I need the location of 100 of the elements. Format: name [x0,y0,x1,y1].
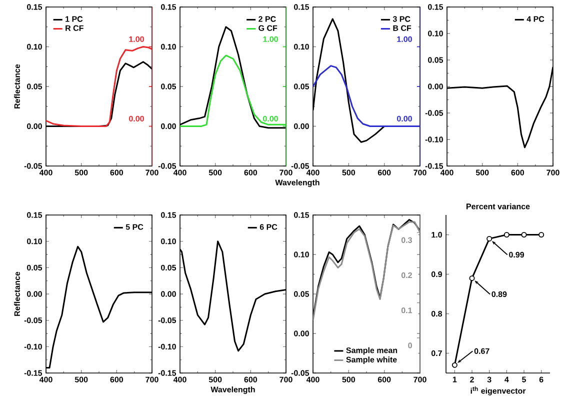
y-tick-label: 0.05 [161,264,176,270]
y-tick-label: 0.15 [161,212,176,218]
y-tick-label: -0.05 [24,318,42,324]
legend-label: Sample mean [346,347,398,355]
y-tick-label: -0.05 [291,163,310,169]
y-tick-label: 0.10 [294,44,309,50]
point [469,275,475,281]
x-tick-label: 2 [470,376,474,382]
data-label: 0.67 [474,348,490,354]
x-axis-title: Wavelength [210,386,255,394]
x-tick-label: 600 [110,376,124,382]
y-tick-label: 0.7 [431,350,442,356]
y-tick-label: 0.10 [27,44,42,50]
x-tick-label: 400 [39,170,52,176]
y-tick-label: 0.05 [294,291,310,297]
y-tick-label: -0.10 [425,136,443,142]
x-tick-label: 700 [414,376,426,382]
y-tick-label: 0.05 [161,84,176,90]
y-tick-label: -0.10 [24,344,42,350]
y-tick-label: 0.9 [431,271,442,278]
legend-label: B CF [393,25,412,31]
y-tick-label: 0.00 [294,123,309,130]
y-tick-label: 0.00 [27,123,42,130]
y2-tick-label: 0.00 [397,116,412,122]
x-tick-label: 600 [110,170,124,176]
y2-tick-label: 0.00 [129,116,144,122]
x-tick-label: 700 [546,170,560,176]
y2-tick-label: 0.3 [401,237,412,243]
y-tick-label: 1.0 [432,232,442,238]
y-axis-title: Reflectance [14,64,20,108]
x-tick-label: 600 [378,376,391,382]
y-tick-label: 0.00 [294,330,309,336]
y-tick-label: 0.15 [294,212,310,218]
y-tick-label: 0.8 [431,310,442,317]
y-tick-label: -0.05 [425,110,444,116]
x-tick-label: 700 [414,170,426,176]
x-tick-label: 600 [244,170,258,176]
x-tick-label: 700 [146,376,158,382]
y-tick-label: 0.10 [428,30,443,36]
y-tick-label: 0.15 [27,212,42,218]
y-tick-label: 0.10 [27,238,42,244]
y-tick-label: 0.15 [294,4,310,10]
y-tick-label: -0.05 [158,318,176,324]
x-tick-label: 500 [74,170,88,176]
y2-tick-label: 1.00 [129,36,144,42]
y2-tick-label: 0.1 [401,308,412,314]
y-tick-label: -0.10 [158,344,176,350]
legend-label: 5 PC [126,224,144,230]
point [521,232,527,238]
point [452,362,458,368]
y-tick-label: -0.15 [24,370,42,376]
x-tick-label: 500 [342,376,356,382]
data-label: 0.99 [509,252,524,258]
y-tick-label: 0.10 [161,44,176,50]
y-tick-label: -0.15 [158,370,176,376]
y-tick-label: -0.05 [158,163,176,169]
x-tick-label: 4 [504,376,509,382]
x-tick-label: 400 [306,170,320,176]
y-tick-label: 0.00 [27,291,42,297]
x-tick-label: 600 [378,170,391,176]
legend-label: 2 PC [258,16,276,22]
y-tick-label: 0.10 [161,238,176,244]
y-axis-title: Reflectance [14,272,20,316]
y-tick-label: -0.05 [24,163,42,169]
x-tick-label: 400 [306,376,320,382]
y-tick-label: -0.15 [425,163,444,169]
y2-tick-label: 0.00 [263,116,278,122]
legend-label: 1 PC [66,16,83,22]
x-tick-label: 700 [280,376,292,382]
x-axis-title: Wavelength [275,179,320,187]
x-tick-label: 1 [452,376,457,382]
legend-label: G CF [258,25,278,31]
x-tick-label: 500 [476,170,489,176]
legend-label: 3 PC [392,16,410,22]
x-tick-label: 400 [173,376,186,382]
legend-label: Sample white [346,356,397,364]
point [538,232,544,238]
y2-tick-label: 1.00 [397,36,412,42]
y-tick-label: 0.00 [428,84,443,90]
x-tick-label: 600 [511,170,524,176]
x-tick-label: 5 [522,376,526,382]
legend-label: 6 PC [260,224,278,230]
y-tick-label: -0.05 [291,370,310,376]
y-tick-label: 0.10 [294,252,309,258]
y-tick-label: 0.15 [27,4,42,10]
legend-label: 4 PC [526,16,544,22]
y2-tick-label: 0 [408,342,412,348]
y-tick-label: 0.05 [27,264,42,270]
y-tick-label: 0.00 [161,291,176,297]
y-tick-label: 0.05 [428,57,444,63]
x-axis-title: i$^{th}$ eigenvector [470,386,526,396]
x-tick-label: 400 [173,170,186,176]
x-tick-label: 3 [487,376,492,382]
x-tick-label: 500 [208,376,222,382]
x-tick-label: 600 [244,376,258,382]
x-tick-label: 400 [39,376,52,382]
x-tick-label: 700 [280,170,292,176]
point [486,236,492,242]
point [504,232,510,238]
y-tick-label: 0.15 [161,4,176,10]
